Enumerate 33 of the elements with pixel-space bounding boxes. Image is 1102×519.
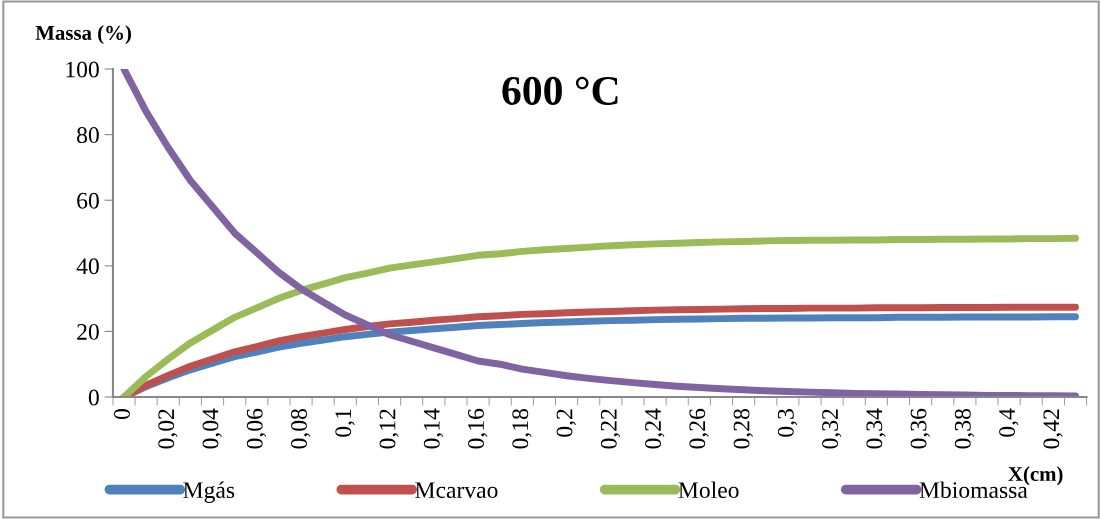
x-tick-label: 0,38 [954, 409, 975, 449]
x-tick-label: 0,28 [733, 409, 753, 449]
y-tick-label: 20 [77, 323, 99, 340]
y-tick-label: 40 [76, 258, 99, 275]
x-tick-label: 0,06 [246, 408, 267, 449]
y-axis-title: Massa (%) [35, 25, 131, 45]
x-tick-label: 0,3 [777, 409, 798, 437]
x-tick-label: 0,42 [1043, 409, 1063, 449]
y-tick-label: 80 [77, 127, 99, 144]
legend-label: Moleo [678, 481, 739, 499]
x-tick-label: 0,02 [158, 409, 178, 449]
x-tick-label: 0,16 [468, 408, 488, 449]
x-tick-label: 0,26 [689, 408, 709, 449]
x-tick-label: 0,22 [600, 409, 621, 449]
y-tick-label: 60 [77, 192, 99, 209]
y-tick-label: 100 [66, 61, 99, 78]
legend-label: Mcarvao [415, 482, 498, 499]
x-tick-label: 0,1 [335, 409, 355, 437]
x-tick-label: 0,32 [822, 409, 842, 449]
chart-title: 600 °C [502, 76, 618, 105]
x-tick-label: 0,04 [202, 408, 222, 449]
legend-label: Mgás [183, 481, 235, 503]
x-tick-label: 0,14 [423, 408, 444, 449]
x-tick-label: 0,18 [512, 409, 532, 449]
x-tick-label: 0,36 [910, 408, 930, 449]
x-tick-label: 0,12 [379, 409, 399, 449]
x-tick-label: 0,24 [645, 408, 665, 449]
x-tick-label: 0 [114, 409, 130, 420]
x-tick-label: 0,4 [999, 408, 1019, 437]
x-tick-label: 0,2 [556, 409, 576, 437]
x-tick-label: 0,34 [866, 408, 886, 449]
x-tick-label: 0,08 [291, 409, 311, 449]
y-tick-label: 0 [88, 389, 99, 406]
